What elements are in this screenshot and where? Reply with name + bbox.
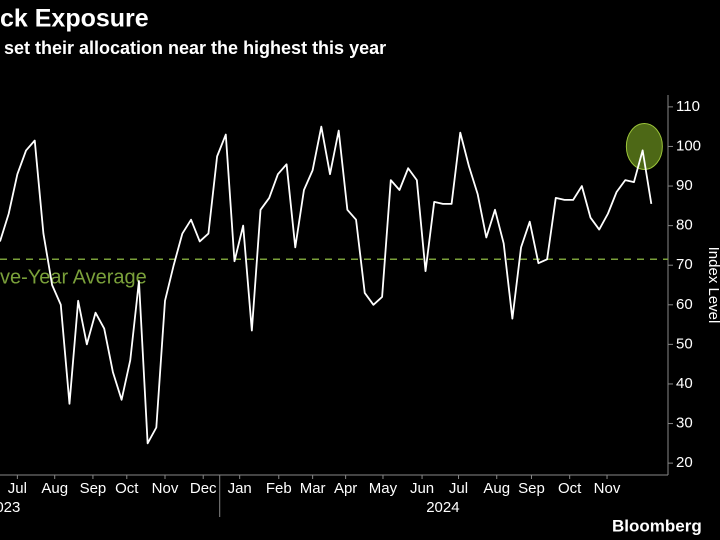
y-axis-label: Index Level xyxy=(705,247,720,324)
y-tick-label: 90 xyxy=(676,177,693,194)
x-tick-label: Jun xyxy=(410,480,434,497)
x-tick-label: Jan xyxy=(228,480,252,497)
y-tick-label: 70 xyxy=(676,256,693,273)
year-label: 023 xyxy=(0,499,20,516)
x-tick-label: Nov xyxy=(594,480,621,497)
y-tick-label: 50 xyxy=(676,335,693,352)
y-tick-label: 110 xyxy=(676,98,700,115)
x-tick-label: Aug xyxy=(41,480,68,497)
data-line xyxy=(0,125,653,445)
x-tick-label: Jul xyxy=(449,480,468,497)
x-tick-label: May xyxy=(369,480,398,497)
average-label: ve-Year Average xyxy=(0,267,147,289)
x-tick-label: Nov xyxy=(152,480,179,497)
x-tick-label: Oct xyxy=(115,480,139,497)
x-tick-label: Mar xyxy=(300,480,326,497)
x-tick-label: Jul xyxy=(8,480,27,497)
year-label: 2024 xyxy=(426,499,459,516)
chart-title: ck Exposure xyxy=(0,5,149,33)
y-tick-label: 40 xyxy=(676,375,693,392)
x-tick-label: Feb xyxy=(266,480,292,497)
source: Bloomberg xyxy=(612,516,702,535)
x-tick-label: Sep xyxy=(518,480,545,497)
x-tick-label: Aug xyxy=(483,480,510,497)
x-tick-label: Apr xyxy=(334,480,357,497)
highlight xyxy=(625,122,663,170)
y-tick-label: 100 xyxy=(676,137,701,154)
x-tick-label: Dec xyxy=(190,480,217,497)
y-tick-label: 60 xyxy=(676,296,693,313)
y-tick-label: 80 xyxy=(676,217,693,234)
y-tick-label: 30 xyxy=(676,415,693,432)
y-tick-label: 20 xyxy=(676,454,693,471)
chart-subtitle: set their allocation near the highest th… xyxy=(4,38,386,58)
x-tick-label: Oct xyxy=(558,480,582,497)
x-tick-label: Sep xyxy=(80,480,107,497)
